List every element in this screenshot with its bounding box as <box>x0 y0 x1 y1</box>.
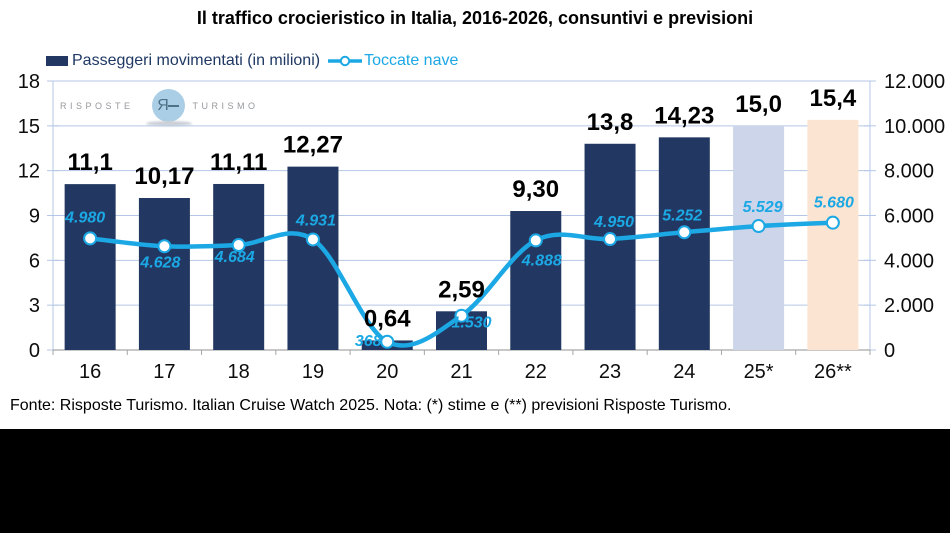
left-axis-label: 0 <box>29 340 40 362</box>
left-axis-label: 6 <box>29 250 40 272</box>
line-marker <box>454 308 469 323</box>
x-axis-label: 17 <box>153 361 175 383</box>
right-axis-label: 12.000 <box>884 71 945 93</box>
line-data-label: 4.888 <box>521 252 562 269</box>
right-axis-label: 2.000 <box>884 295 934 317</box>
line-marker <box>677 225 692 240</box>
line-data-label: 4.980 <box>64 209 105 226</box>
x-axis-label: 19 <box>302 361 324 383</box>
legend-bar-label: Passeggeri movimentati (in milioni) <box>72 52 321 69</box>
x-axis-label: 21 <box>450 361 472 383</box>
watermark-word-left: RISPOSTE <box>60 100 134 111</box>
bar-data-label: 10,17 <box>134 163 194 190</box>
line-data-label: 368 <box>355 333 382 350</box>
right-axis-label: 8.000 <box>884 161 934 183</box>
left-axis-label: 9 <box>29 206 40 228</box>
bar <box>213 183 265 350</box>
right-axis-label: 10.000 <box>884 116 945 138</box>
line-marker <box>751 219 766 234</box>
bar-data-label: 15,4 <box>810 85 857 112</box>
bar-data-label: 2,59 <box>438 276 485 303</box>
bar-data-label: 0,64 <box>364 305 411 332</box>
bar <box>584 143 636 350</box>
risposte-turismo-watermark: RISPOSTE Я TURISMO <box>60 89 259 126</box>
line-marker <box>83 231 98 246</box>
line-data-label: 4.684 <box>214 249 255 266</box>
bar <box>138 198 190 350</box>
x-axis-label: 26** <box>814 361 852 383</box>
bar-data-label: 15,0 <box>735 91 782 118</box>
x-axis-label: 18 <box>228 361 250 383</box>
left-axis-label: 15 <box>18 116 40 138</box>
bar <box>510 211 562 350</box>
line-data-label: 5.529 <box>743 199 783 216</box>
bar <box>807 119 859 350</box>
chart-legend: Passeggeri movimentati (in milioni) Tocc… <box>46 51 458 71</box>
right-axis-label: 6.000 <box>884 206 934 228</box>
legend-bar-swatch-icon <box>46 56 68 66</box>
line-data-label: 5.252 <box>662 207 702 224</box>
left-axis-label: 18 <box>18 71 40 93</box>
line-data-label: 4.628 <box>139 254 180 271</box>
line-marker <box>305 232 320 247</box>
watermark-logo-icon: Я <box>145 89 192 126</box>
line-marker <box>157 239 172 254</box>
x-axis-label: 20 <box>376 361 398 383</box>
bar-data-label: 11,1 <box>67 149 112 176</box>
x-axis-label: 23 <box>599 361 621 383</box>
left-axis-label: 3 <box>29 295 40 317</box>
line-data-label: 4.931 <box>295 212 336 229</box>
legend-line-label: Toccate nave <box>364 52 459 69</box>
x-axis-label: 16 <box>79 361 101 383</box>
bar-data-label: 14,23 <box>654 102 714 129</box>
letterbox-bottom <box>0 429 950 533</box>
bar-data-label: 11,11 <box>210 149 267 176</box>
line-data-label: 1.530 <box>451 315 491 332</box>
bar <box>64 184 116 350</box>
x-axis-label: 22 <box>525 361 547 383</box>
line-data-label: 5.680 <box>814 195 854 212</box>
legend-line-marker-icon <box>328 55 363 67</box>
bar <box>658 137 710 350</box>
line-data-label: 4.950 <box>593 214 634 231</box>
x-axis-label: 25* <box>744 361 774 383</box>
watermark-word-right: TURISMO <box>192 100 259 111</box>
right-axis-label: 0 <box>884 340 895 362</box>
line-marker <box>603 232 618 247</box>
chart-title: Il traffico crocieristico in Italia, 201… <box>196 8 754 28</box>
left-axis-label: 12 <box>18 161 40 183</box>
right-axis-label: 4.000 <box>884 250 934 272</box>
line-marker <box>825 215 840 230</box>
bar-data-label: 12,27 <box>283 132 343 159</box>
line-marker <box>528 233 543 248</box>
x-axis-label: 24 <box>673 361 695 383</box>
bar <box>733 125 785 350</box>
bar-data-label: 9,30 <box>512 176 559 203</box>
line-marker <box>380 334 395 349</box>
bar-data-label: 13,8 <box>587 109 634 136</box>
line-marker <box>231 238 246 253</box>
source-note: Fonte: Risposte Turismo. Italian Cruise … <box>10 397 732 414</box>
